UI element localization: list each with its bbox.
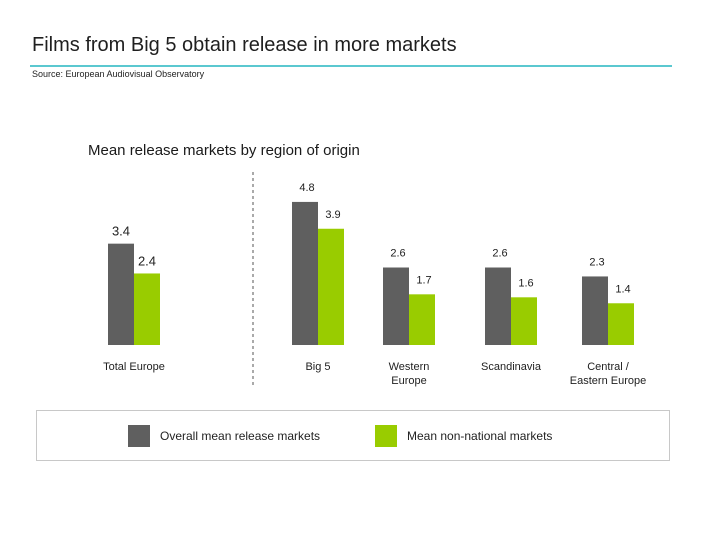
bar-overall-4 bbox=[582, 276, 608, 345]
value-label-overall-1: 4.8 bbox=[299, 182, 314, 194]
bar-chart: Mean release markets by region of origin… bbox=[88, 142, 646, 387]
value-label-non-national-2: 1.7 bbox=[416, 274, 431, 286]
value-label-overall-4: 2.3 bbox=[589, 256, 604, 268]
category-label-0: Total Europe bbox=[103, 361, 165, 373]
bar-non-national-2 bbox=[409, 294, 435, 345]
value-label-non-national-1: 3.9 bbox=[325, 209, 340, 221]
bar-overall-3 bbox=[485, 267, 511, 345]
category-label-2: Western Europe bbox=[389, 361, 430, 387]
bar-overall-2 bbox=[383, 267, 409, 345]
bar-non-national-0 bbox=[134, 273, 160, 345]
legend-item-overall: Overall mean release markets bbox=[128, 425, 320, 447]
slide-title: Films from Big 5 obtain release in more … bbox=[32, 34, 457, 56]
value-label-non-national-3: 1.6 bbox=[518, 277, 533, 289]
bar-overall-1 bbox=[292, 201, 318, 345]
value-label-non-national-0: 2.4 bbox=[138, 253, 156, 268]
bar-overall-0 bbox=[108, 243, 134, 345]
source-note: Source: European Audiovisual Observatory bbox=[32, 69, 205, 79]
category-label-1: Big 5 bbox=[305, 361, 330, 373]
legend-swatch-non-national bbox=[375, 425, 397, 447]
legend-label-non-national: Mean non-national markets bbox=[407, 429, 553, 443]
legend-label-overall: Overall mean release markets bbox=[160, 429, 321, 443]
value-label-non-national-4: 1.4 bbox=[615, 283, 630, 295]
legend-swatch-overall bbox=[128, 425, 150, 447]
bar-non-national-4 bbox=[608, 303, 634, 345]
value-label-overall-3: 2.6 bbox=[492, 248, 507, 260]
bar-non-national-3 bbox=[511, 297, 537, 345]
title-rule bbox=[30, 65, 672, 67]
value-label-overall-0: 3.4 bbox=[112, 224, 130, 239]
bars-layer: 3.4 2.4 Total Europe 4.8 3.9 Big 5 2.6 1.7 Weste… bbox=[103, 182, 646, 387]
legend: Overall mean release markets Mean non-na… bbox=[36, 410, 670, 461]
value-label-overall-2: 2.6 bbox=[390, 248, 405, 260]
category-label-3: Scandinavia bbox=[481, 361, 542, 373]
category-label-4: Central / Eastern Europe bbox=[570, 361, 646, 387]
legend-item-non-national: Mean non-national markets bbox=[375, 425, 552, 447]
chart-title: Mean release markets by region of origin bbox=[88, 142, 360, 159]
bar-non-national-1 bbox=[318, 228, 344, 345]
